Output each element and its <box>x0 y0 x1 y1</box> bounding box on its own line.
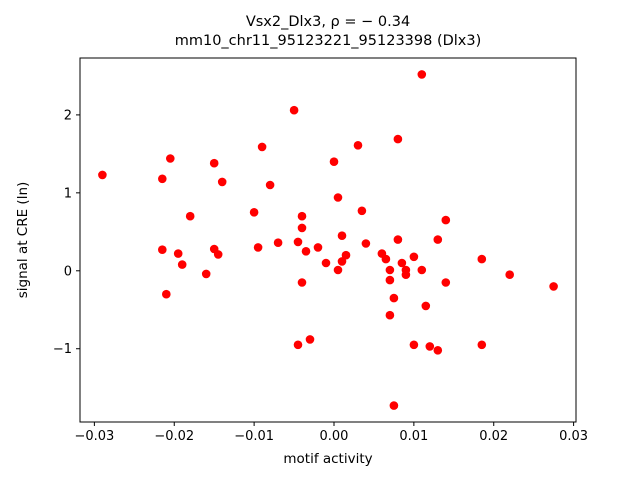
data-point <box>381 254 391 264</box>
data-point <box>477 340 487 350</box>
data-point <box>201 269 211 279</box>
data-point <box>249 208 259 217</box>
data-point <box>273 238 283 247</box>
y-axis-ticks: −1 0 1 2 <box>53 108 80 357</box>
data-point <box>361 239 371 248</box>
data-point <box>253 243 263 252</box>
data-point <box>209 158 219 168</box>
data-point <box>333 193 343 202</box>
x-tick-label: −0.01 <box>234 429 274 444</box>
y-axis-label: signal at CRE (ln) <box>15 182 31 299</box>
y-tick-label: 2 <box>64 108 72 123</box>
data-point <box>166 154 175 163</box>
data-point <box>385 310 395 320</box>
data-point <box>173 249 183 258</box>
data-point <box>433 346 443 355</box>
x-tick-label: 0.01 <box>399 429 428 444</box>
data-point <box>385 265 395 275</box>
data-point <box>305 335 315 344</box>
data-point <box>158 245 167 254</box>
data-point <box>357 206 367 216</box>
data-point <box>293 237 303 247</box>
data-point <box>409 340 419 350</box>
data-point <box>313 243 323 252</box>
data-point <box>389 401 399 410</box>
data-point <box>393 235 403 244</box>
plot-area <box>79 57 577 423</box>
y-tick-label: −1 <box>53 342 72 357</box>
plot-title: Vsx2_Dlx3, ρ = − 0.34 <box>246 14 410 30</box>
data-point <box>441 215 451 225</box>
data-point <box>417 265 427 275</box>
data-point <box>385 275 395 285</box>
data-point <box>257 142 267 152</box>
data-point <box>477 254 487 264</box>
data-point <box>389 293 399 303</box>
data-point <box>401 270 411 280</box>
data-point <box>337 257 347 266</box>
x-tick-label: 0.00 <box>320 429 349 444</box>
data-point <box>353 141 363 150</box>
data-point <box>297 278 307 287</box>
x-tick-label: 0.03 <box>559 429 588 444</box>
data-point <box>265 180 275 190</box>
data-point <box>321 258 331 268</box>
data-point <box>162 289 171 299</box>
data-point <box>297 223 307 233</box>
data-point <box>393 134 403 144</box>
data-point <box>409 252 419 262</box>
data-point <box>421 301 431 311</box>
data-point <box>337 231 347 240</box>
data-point <box>289 105 299 115</box>
data-point <box>177 260 187 269</box>
x-tick-label: −0.02 <box>154 429 194 444</box>
x-axis-ticks: −0.03 −0.02 −0.01 0.00 0.01 0.02 0.03 <box>74 422 588 444</box>
data-point <box>505 270 514 280</box>
data-point <box>158 174 167 184</box>
data-point <box>293 340 303 350</box>
data-point <box>549 282 558 291</box>
plot-subtitle: mm10_chr11_95123221_95123398 (Dlx3) <box>175 33 482 49</box>
y-tick-label: 0 <box>64 264 72 279</box>
data-point <box>185 211 195 221</box>
data-point <box>341 250 351 260</box>
data-point <box>217 177 227 187</box>
y-tick-label: 1 <box>64 186 72 201</box>
data-point <box>98 170 107 180</box>
data-point <box>425 342 435 351</box>
data-point <box>417 70 427 79</box>
x-tick-label: 0.02 <box>479 429 508 444</box>
x-axis-label: motif activity <box>283 451 372 467</box>
x-tick-label: −0.03 <box>74 429 114 444</box>
data-point <box>297 211 307 221</box>
data-point <box>397 258 407 268</box>
data-points <box>98 70 558 410</box>
data-point <box>213 250 223 259</box>
data-point <box>329 157 339 166</box>
data-point <box>333 265 343 275</box>
data-point <box>433 235 443 244</box>
data-point <box>301 247 311 256</box>
data-point <box>441 278 451 287</box>
